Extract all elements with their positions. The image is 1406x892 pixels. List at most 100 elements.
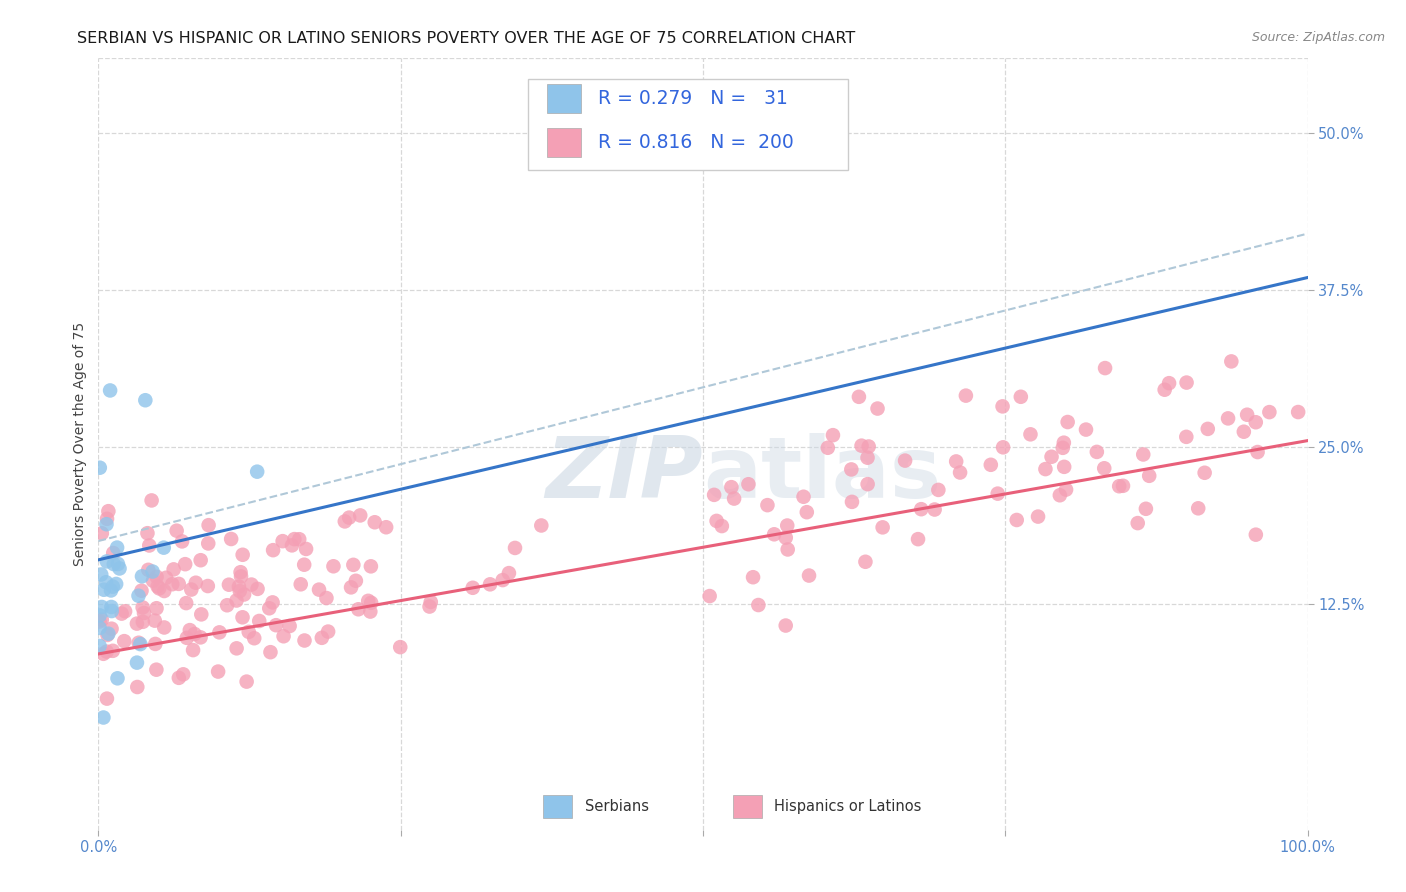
Point <box>1026 509 1049 524</box>
Point <box>197 579 219 593</box>
Point <box>225 593 247 607</box>
Point <box>264 618 287 632</box>
Point <box>134 393 156 408</box>
Point <box>262 543 284 558</box>
Point <box>1019 427 1042 442</box>
Point <box>225 641 247 656</box>
Point <box>295 541 318 556</box>
Point <box>775 531 797 545</box>
Point <box>197 536 219 550</box>
Point <box>218 577 240 591</box>
FancyBboxPatch shape <box>734 795 762 818</box>
Point <box>90 599 112 614</box>
Point <box>90 567 112 582</box>
Point <box>344 574 367 588</box>
Point <box>90 526 112 541</box>
Point <box>131 583 153 598</box>
Point <box>197 518 219 533</box>
Point <box>292 558 315 572</box>
Point <box>1053 459 1076 474</box>
Point <box>233 587 256 601</box>
Point <box>461 581 484 595</box>
Point <box>96 691 118 706</box>
Point <box>322 559 344 574</box>
Point <box>763 527 786 541</box>
Point <box>107 671 129 685</box>
Point <box>238 624 260 639</box>
Point <box>866 401 889 416</box>
Point <box>142 565 165 579</box>
Point <box>357 594 380 608</box>
Point <box>217 599 239 613</box>
Point <box>259 645 281 659</box>
Point <box>308 582 330 597</box>
Point <box>142 574 165 588</box>
Point <box>720 480 742 494</box>
Point <box>176 631 198 645</box>
Point <box>103 546 125 560</box>
Point <box>96 628 118 642</box>
Point <box>1049 488 1071 502</box>
Point <box>872 520 894 534</box>
Point <box>146 579 169 593</box>
Point <box>856 477 879 491</box>
FancyBboxPatch shape <box>527 78 848 169</box>
Point <box>190 607 212 622</box>
Point <box>128 589 150 603</box>
Point <box>153 620 176 634</box>
Point <box>180 582 202 597</box>
Point <box>723 491 745 506</box>
Point <box>290 577 312 591</box>
Point <box>987 486 1010 500</box>
Point <box>980 458 1002 472</box>
Point <box>112 634 135 648</box>
Point <box>1053 435 1076 450</box>
Point <box>100 622 122 636</box>
Point <box>1005 513 1028 527</box>
Point <box>706 514 728 528</box>
Point <box>145 663 167 677</box>
Point <box>89 621 111 635</box>
Point <box>174 557 197 571</box>
Point <box>817 441 839 455</box>
Point <box>841 495 863 509</box>
Point <box>1233 425 1256 439</box>
Point <box>775 618 797 632</box>
Point <box>894 453 917 467</box>
Point <box>1236 408 1258 422</box>
Point <box>848 390 870 404</box>
Point <box>710 519 733 533</box>
Point <box>1056 415 1078 429</box>
Point <box>1175 430 1198 444</box>
Point <box>219 532 242 546</box>
Text: ZIP: ZIP <box>546 434 703 516</box>
Point <box>107 557 129 571</box>
Point <box>183 627 205 641</box>
Point <box>1132 447 1154 461</box>
Point <box>259 601 281 615</box>
Point <box>273 629 295 643</box>
Point <box>1137 468 1160 483</box>
Point <box>737 477 759 491</box>
Point <box>855 555 877 569</box>
Point <box>229 584 252 599</box>
Point <box>136 563 159 577</box>
Point <box>108 561 131 575</box>
Point <box>247 614 270 628</box>
Point <box>231 610 253 624</box>
Point <box>375 520 398 534</box>
Point <box>148 582 170 596</box>
Point <box>1175 376 1198 390</box>
Point <box>991 440 1014 454</box>
Point <box>851 439 873 453</box>
Point <box>138 539 160 553</box>
Point <box>342 558 364 572</box>
Point <box>97 504 120 518</box>
Point <box>283 532 305 546</box>
Point <box>1244 527 1267 541</box>
Text: SERBIAN VS HISPANIC OR LATINO SENIORS POVERTY OVER THE AGE OF 75 CORRELATION CHA: SERBIAN VS HISPANIC OR LATINO SENIORS PO… <box>77 31 856 46</box>
Point <box>1052 441 1074 455</box>
Point <box>364 515 387 529</box>
FancyBboxPatch shape <box>547 128 581 157</box>
Point <box>141 493 163 508</box>
